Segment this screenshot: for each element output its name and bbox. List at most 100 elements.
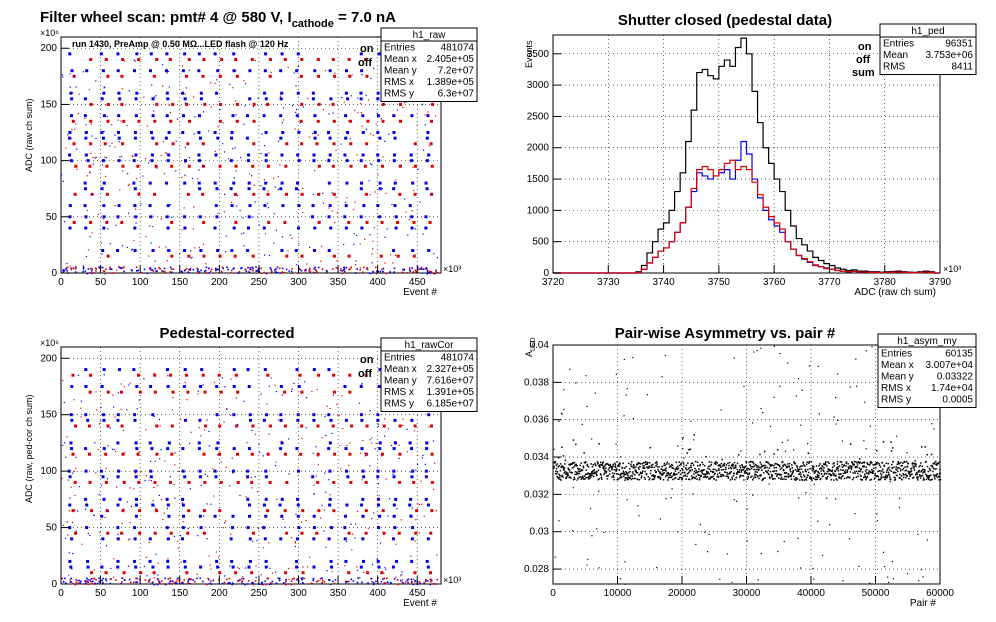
asym-outlier	[812, 567, 814, 570]
asym-point	[864, 475, 866, 477]
raw-point-on	[313, 226, 317, 230]
raw-point-base	[220, 270, 223, 273]
asym-point	[682, 461, 684, 464]
raw-point-base	[424, 268, 427, 270]
cor-point-base	[383, 577, 386, 580]
asym-point	[784, 475, 786, 478]
raw-point-base	[270, 270, 273, 272]
cor-point-base	[347, 580, 350, 583]
cor-point-on	[410, 537, 414, 541]
asym-point	[779, 478, 782, 480]
cor-point-noise	[364, 452, 366, 454]
raw-point-off	[122, 119, 126, 123]
cor-point-noise	[323, 530, 325, 532]
asym-point	[603, 467, 605, 470]
asym-outlier	[800, 424, 802, 426]
raw-point-base	[149, 267, 152, 269]
asym-point	[922, 477, 925, 479]
cor-point-noise	[402, 418, 404, 420]
asym-point	[649, 446, 651, 449]
raw-point-noise	[261, 133, 263, 135]
asym-point	[803, 475, 806, 478]
asym-point	[595, 473, 598, 475]
raw-point-noise	[248, 173, 251, 175]
raw-point-on	[70, 97, 74, 101]
asym-point	[567, 468, 570, 471]
asym-point	[708, 478, 710, 480]
asym-point	[602, 461, 604, 463]
asym-point	[630, 478, 633, 481]
cor-point-base	[207, 577, 209, 580]
raw-point-off	[430, 164, 434, 168]
raw-point-noise	[154, 193, 156, 195]
asym-outlier	[884, 565, 886, 568]
raw-point-noise	[69, 73, 71, 75]
raw-point-on	[327, 215, 331, 219]
cor-point-on	[376, 469, 380, 473]
raw-point-on	[117, 159, 121, 163]
raw-point-base	[269, 266, 272, 269]
raw-point-noise	[202, 164, 204, 166]
asym-point	[825, 461, 827, 463]
asym-point	[870, 478, 873, 481]
asym-point	[641, 472, 643, 474]
asym-point	[675, 473, 677, 476]
asym-point	[822, 463, 825, 465]
asym-outlier	[864, 401, 866, 403]
raw-point-noise	[233, 177, 235, 179]
asym-stats-value: 0.0005	[942, 395, 973, 406]
cor-point-off	[155, 424, 159, 428]
cor-point-noise	[62, 379, 64, 382]
asym-outlier	[681, 438, 684, 440]
asym-point	[583, 478, 585, 480]
cor-point-on	[101, 537, 105, 541]
cor-point-noise	[138, 399, 140, 401]
cor-point-off	[316, 424, 320, 428]
asym-outlier	[906, 573, 909, 575]
cor-point-on	[232, 413, 236, 417]
raw-point-base	[297, 272, 299, 274]
asym-point	[763, 450, 766, 453]
asym-point	[817, 476, 820, 479]
cor-point-on	[181, 537, 185, 541]
asym-point	[862, 461, 864, 464]
raw-point-base	[86, 272, 89, 275]
raw-point-noise	[384, 140, 386, 142]
asym-point	[895, 468, 897, 471]
asym-outlier	[692, 493, 694, 495]
cor-point-noise	[210, 568, 212, 570]
asym-point	[642, 465, 645, 467]
asym-point	[564, 471, 566, 473]
asym-point	[636, 472, 639, 474]
asym-point	[610, 467, 613, 469]
raw-ytick-label: 150	[40, 99, 57, 110]
asym-stats-key: RMS x	[881, 383, 911, 394]
cor-point-base	[329, 583, 332, 586]
asym-point	[881, 468, 884, 471]
cor-point-noise	[250, 476, 252, 478]
asym-point	[579, 476, 582, 478]
raw-point-off	[89, 57, 93, 61]
asym-point	[755, 469, 757, 471]
asym-point	[844, 470, 846, 473]
asym-point	[748, 473, 750, 476]
raw-point-off	[234, 220, 238, 224]
asym-point	[779, 468, 782, 471]
raw-point-noise	[353, 243, 355, 245]
cor-point-noise	[369, 465, 371, 467]
asym-point	[686, 452, 689, 454]
cor-point-base	[372, 583, 375, 586]
asym-outlier	[743, 385, 745, 388]
cor-point-base	[169, 580, 172, 582]
raw-point-on	[199, 249, 203, 253]
asym-point	[814, 469, 817, 472]
asym-point	[839, 473, 841, 476]
cor-point-base	[229, 582, 231, 584]
asym-point	[614, 464, 617, 466]
asym-outlier	[876, 520, 878, 522]
cor-point-noise	[245, 496, 247, 498]
cor-point-off	[87, 452, 91, 456]
asym-point	[613, 478, 615, 481]
asym-point	[639, 463, 642, 465]
asym-point	[937, 462, 940, 465]
